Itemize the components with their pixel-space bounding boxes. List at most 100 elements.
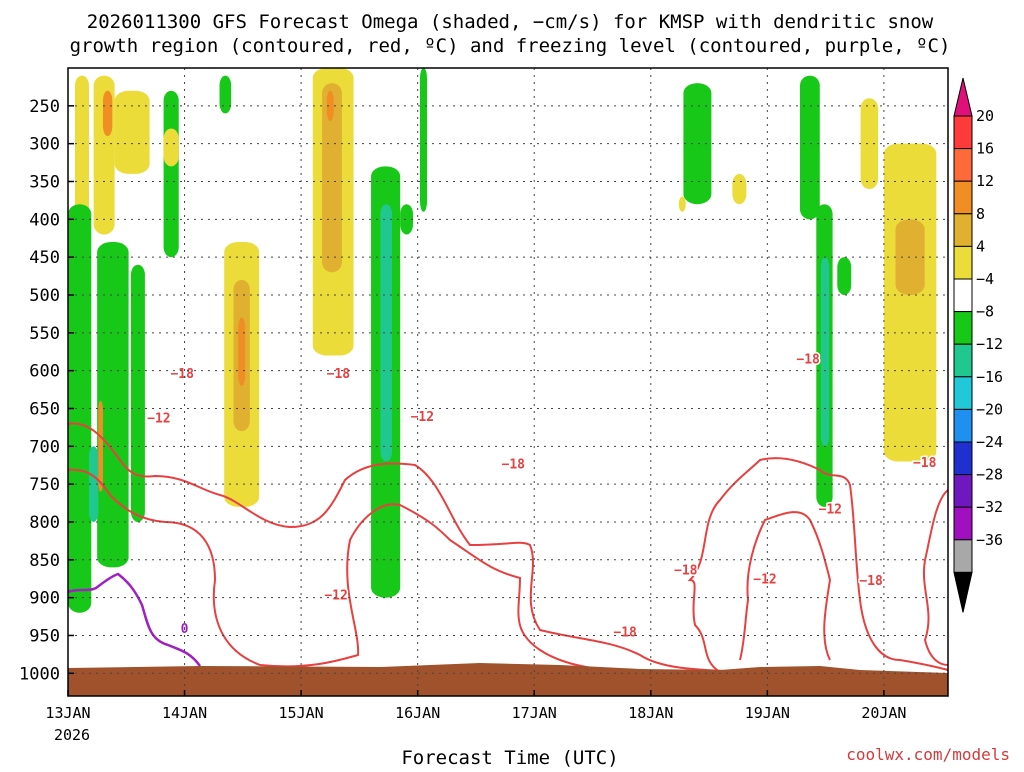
plot-frame [67,67,949,697]
dgz-contour-label: −12 [411,410,434,425]
omega-shade-region [380,204,393,462]
colorbar-swatch [953,539,973,573]
colorbar-label: −8 [976,303,994,321]
dgz-contour-minus12 [67,468,641,672]
x-axis-title: Forecast Time (UTC) [401,747,618,768]
colorbar-label: −32 [976,498,1003,516]
x-tick-label: 20JAN [861,704,906,722]
y-tick-label: 600 [29,362,60,382]
x-axis: 13JAN 14JAN 15JAN 16JAN 17JAN 18JAN 19JAN 20JAN [45,690,906,722]
colorbar-label: −20 [976,400,1003,418]
y-tick-label: 750 [29,475,60,495]
colorbar-swatch [953,278,973,313]
y-tick-label: 800 [29,513,60,533]
omega-shade-region [420,68,427,212]
colorbar-swatch [953,180,973,215]
dgz-contour-label: −12 [753,573,776,588]
colorbar-label: 4 [976,237,985,255]
x-tick-label: 16JAN [395,704,440,722]
x-tick-label: 18JAN [628,704,673,722]
omega-shade-region [88,446,99,522]
contour-label-layer: −18−12−18−12−18−120−18−18−12−18−12−18−18 [146,351,938,642]
colorbar-swatch [953,115,973,150]
colorbar-swatch [953,343,973,378]
omega-shade-region [883,143,937,462]
y-tick-label: 300 [29,135,60,155]
x-tick-label: 15JAN [279,704,324,722]
omega-shade-region [163,128,179,167]
dgz-contour-far-east [923,489,949,666]
colorbar-label: −4 [976,270,994,288]
y-tick-label: 500 [29,286,60,306]
colorbar-label: −12 [976,335,1003,353]
colorbar-swatch [953,474,973,508]
omega-shade-region [322,83,342,273]
dgz-contour-minus18 [67,422,751,673]
omega-shade-region [68,204,92,613]
colorbar-label: 8 [976,205,985,223]
y-tick-label: 550 [29,324,60,344]
omega-shade-region [97,242,129,568]
omega-shade-region [238,317,246,386]
y-tick-label: 700 [29,437,60,457]
omega-shade-region [219,75,232,114]
omega-shade-region [732,173,747,205]
dgz-contour-label: −18 [502,458,526,473]
colorbar-label: −28 [976,466,1003,484]
colorbar-swatch [953,213,973,247]
chart-title-line1: 2026011300 GFS Forecast Omega (shaded, −… [87,11,934,33]
y-tick-label: 250 [29,97,60,117]
dgz-contour-label: −18 [796,353,820,368]
omega-shade-region [683,83,712,205]
colorbar-swatch [953,376,973,410]
omega-shade-region [860,98,879,190]
dgz-contour-label: −18 [674,564,698,579]
x-tick-label: 14JAN [162,704,207,722]
chart-title-line2: growth region (contoured, red, ºC) and f… [70,35,951,57]
colorbar: 20 16 12 8 4 −4 −8 −12 −16 −20 −24 −28 −32 −36 [953,77,1003,613]
colorbar-swatch [953,441,973,476]
dgz-contour-layer [67,422,949,673]
y-tick-label: 450 [29,248,60,268]
dgz-contour-label: −12 [819,502,842,517]
terrain-surface [68,663,948,696]
omega-shade-region [130,264,145,522]
dgz-contour-east-12 [739,511,832,661]
dgz-contour-label: −12 [324,589,347,604]
omega-shade-region [820,257,830,447]
dgz-contour-label: −18 [913,456,937,471]
dgz-contour-label: −12 [147,412,170,427]
x-tick-label: 19JAN [745,704,790,722]
y-tick-label: 650 [29,399,60,419]
y-tick-label: 850 [29,551,60,571]
colorbar-label: −36 [976,531,1003,549]
colorbar-top-arrow [953,77,973,117]
y-tick-label: 400 [29,210,60,230]
freezing-level-contour [67,572,202,667]
y-tick-label: 900 [29,589,60,609]
omega-shade-region [114,90,150,174]
colorbar-swatch [953,506,973,541]
colorbar-swatch [953,148,973,182]
x-tick-label: 17JAN [512,704,557,722]
colorbar-swatch [953,311,973,345]
dgz-contour-label: −18 [859,574,883,589]
colorbar-label: 16 [976,140,994,158]
omega-shade-region [102,90,113,137]
y-tick-label: 350 [29,172,60,192]
omega-shade-region [678,196,686,212]
colorbar-label: 20 [976,107,994,125]
omega-shade-region [799,75,820,220]
dgz-contour-label: −18 [170,367,194,382]
omega-shade-region [163,90,179,258]
omega-shade-region [326,90,334,121]
colorbar-label: −16 [976,368,1003,386]
x-axis-year-label: 2026 [54,726,90,744]
omega-shade-region [837,257,852,295]
watermark: coolwx.com/models [846,745,1010,764]
omega-shade-region [895,219,925,295]
colorbar-label: 12 [976,172,994,190]
dgz-contour-label: −18 [613,626,637,641]
